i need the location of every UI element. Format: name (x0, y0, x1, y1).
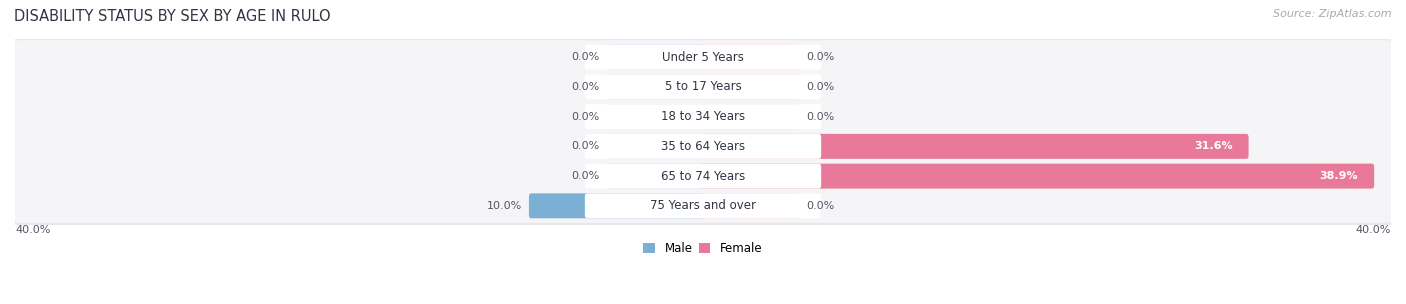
FancyBboxPatch shape (529, 193, 704, 218)
Legend: Male, Female: Male, Female (638, 238, 768, 260)
FancyBboxPatch shape (606, 164, 704, 188)
FancyBboxPatch shape (10, 36, 1396, 78)
Text: DISABILITY STATUS BY SEX BY AGE IN RULO: DISABILITY STATUS BY SEX BY AGE IN RULO (14, 9, 330, 24)
Text: 75 Years and over: 75 Years and over (650, 199, 756, 212)
FancyBboxPatch shape (585, 193, 821, 218)
FancyBboxPatch shape (606, 134, 704, 159)
FancyBboxPatch shape (10, 125, 1396, 168)
FancyBboxPatch shape (14, 159, 1392, 193)
Text: 0.0%: 0.0% (806, 82, 834, 92)
FancyBboxPatch shape (10, 185, 1396, 227)
FancyBboxPatch shape (14, 100, 1392, 133)
Text: Source: ZipAtlas.com: Source: ZipAtlas.com (1274, 9, 1392, 19)
Text: 40.0%: 40.0% (1355, 225, 1391, 235)
Text: Under 5 Years: Under 5 Years (662, 51, 744, 64)
FancyBboxPatch shape (702, 134, 1249, 159)
FancyBboxPatch shape (702, 45, 800, 70)
FancyBboxPatch shape (10, 66, 1396, 108)
Text: 0.0%: 0.0% (572, 112, 600, 122)
FancyBboxPatch shape (14, 40, 1392, 74)
Text: 0.0%: 0.0% (572, 171, 600, 181)
FancyBboxPatch shape (606, 74, 704, 99)
FancyBboxPatch shape (606, 45, 704, 70)
FancyBboxPatch shape (606, 104, 704, 129)
Text: 0.0%: 0.0% (806, 112, 834, 122)
FancyBboxPatch shape (585, 74, 821, 99)
FancyBboxPatch shape (702, 193, 800, 218)
Text: 0.0%: 0.0% (806, 52, 834, 62)
Text: 65 to 74 Years: 65 to 74 Years (661, 170, 745, 183)
FancyBboxPatch shape (585, 45, 821, 70)
Text: 0.0%: 0.0% (572, 141, 600, 151)
FancyBboxPatch shape (10, 155, 1396, 197)
Text: 0.0%: 0.0% (572, 82, 600, 92)
Text: 35 to 64 Years: 35 to 64 Years (661, 140, 745, 153)
Text: 40.0%: 40.0% (15, 225, 51, 235)
Text: 38.9%: 38.9% (1320, 171, 1358, 181)
FancyBboxPatch shape (14, 130, 1392, 163)
Text: 31.6%: 31.6% (1194, 141, 1233, 151)
FancyBboxPatch shape (702, 74, 800, 99)
Text: 18 to 34 Years: 18 to 34 Years (661, 110, 745, 123)
FancyBboxPatch shape (10, 95, 1396, 138)
FancyBboxPatch shape (585, 134, 821, 159)
FancyBboxPatch shape (14, 70, 1392, 104)
Text: 10.0%: 10.0% (486, 201, 523, 211)
FancyBboxPatch shape (585, 104, 821, 129)
FancyBboxPatch shape (14, 189, 1392, 223)
Text: 0.0%: 0.0% (572, 52, 600, 62)
FancyBboxPatch shape (585, 164, 821, 188)
Text: 0.0%: 0.0% (806, 201, 834, 211)
FancyBboxPatch shape (702, 164, 1374, 188)
FancyBboxPatch shape (702, 104, 800, 129)
Text: 5 to 17 Years: 5 to 17 Years (665, 80, 741, 93)
